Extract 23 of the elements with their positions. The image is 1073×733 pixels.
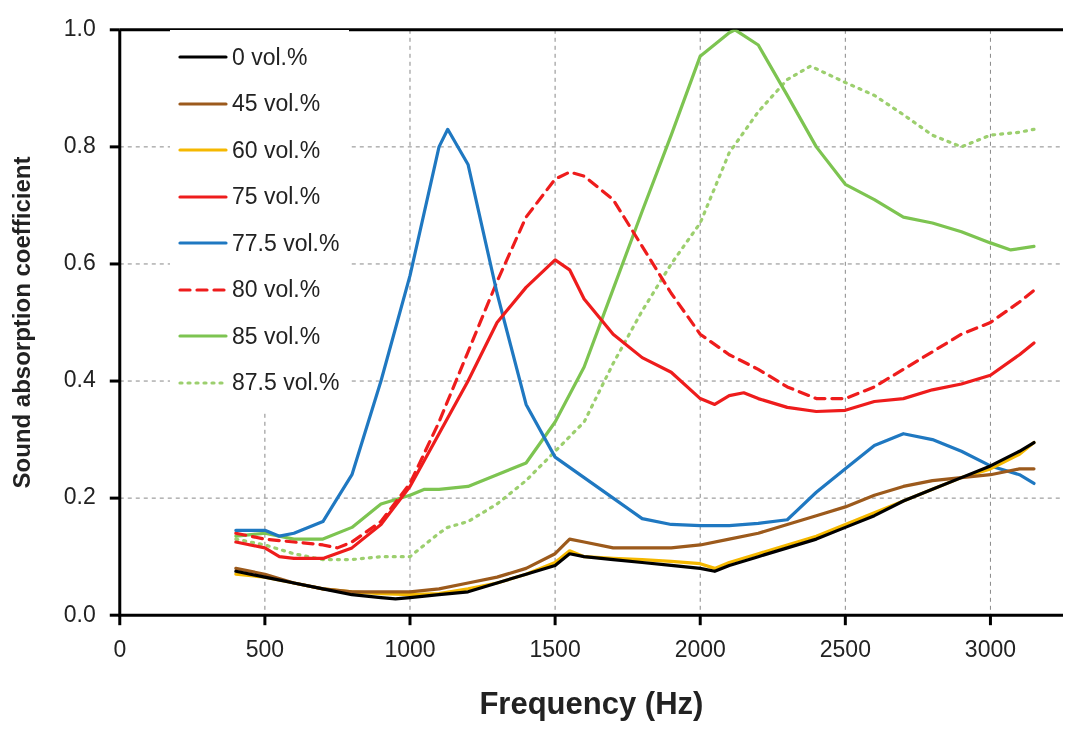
x-tick-label: 1000	[384, 636, 436, 663]
x-tick-label: 0	[113, 636, 127, 663]
x-tick-label: 3000	[964, 636, 1017, 663]
legend-label: 80 vol.%	[232, 276, 321, 304]
y-tick-label: 0.4	[63, 366, 96, 393]
y-tick-label: 0.2	[63, 483, 96, 510]
x-tick-label: 500	[245, 636, 285, 663]
legend-label: 45 vol.%	[232, 90, 321, 118]
y-tick-label: 1.0	[63, 15, 96, 42]
legend-label: 0 vol.%	[232, 43, 308, 71]
legend-label: 77.5 vol.%	[232, 229, 340, 257]
y-tick-label: 0.6	[63, 249, 96, 276]
legend-label: 60 vol.%	[232, 136, 321, 164]
legend-label: 87.5 vol.%	[232, 369, 340, 397]
y-tick-label: 0.0	[63, 600, 96, 627]
x-tick-label: 2000	[674, 636, 726, 663]
y-axis-title: Sound absorption coefficient	[8, 156, 36, 489]
x-tick-label: 1500	[529, 636, 581, 663]
legend-label: 85 vol.%	[232, 322, 321, 350]
y-tick-label: 0.8	[63, 132, 96, 159]
x-axis-title: Frequency (Hz)	[479, 685, 704, 721]
x-tick-label: 2500	[819, 636, 871, 663]
legend-label: 75 vol.%	[232, 183, 321, 211]
